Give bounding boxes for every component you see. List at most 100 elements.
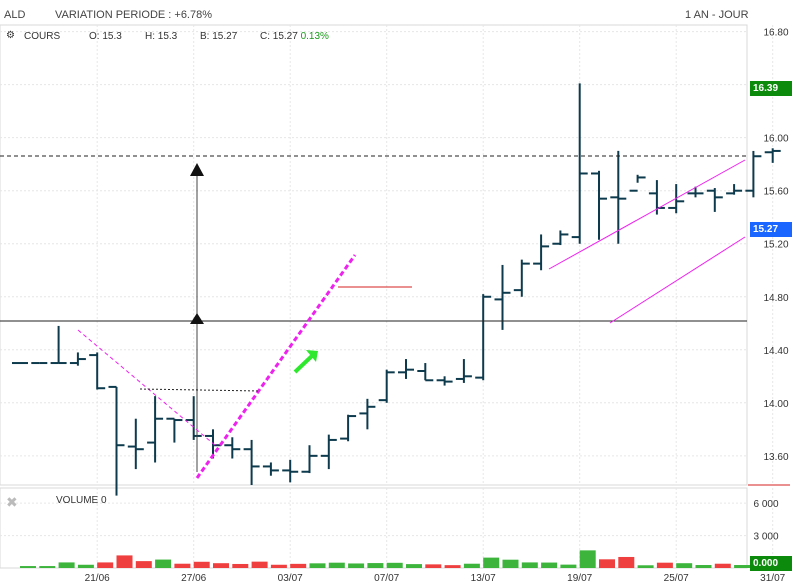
period-selector[interactable]: 1 AN - JOUR (685, 9, 749, 21)
buy-arrow-icon (293, 352, 316, 374)
ohlc-bar (726, 184, 743, 195)
ohlc-bar (455, 359, 472, 383)
low-value-line: B: 15.27 (200, 31, 238, 42)
price-tick-label: 13.60 (763, 452, 788, 463)
volume-bar (135, 561, 152, 568)
price-panel (0, 24, 748, 486)
ohlc-bar (378, 369, 395, 403)
downtrend-line (77, 329, 217, 447)
date-tick-label: 21/06 (85, 573, 110, 583)
volume-bar (599, 559, 615, 568)
high-value-line: H: 15.3 (145, 31, 178, 42)
volume-panel (0, 487, 748, 569)
volume-bar (155, 559, 172, 568)
volume-bar (425, 564, 442, 568)
price-tick-label: 14.80 (763, 293, 788, 304)
uptrend-line (195, 254, 357, 479)
volume-bar (232, 563, 249, 568)
volume-bar (386, 562, 403, 568)
ohlc-bar (359, 398, 376, 430)
ohlc-bar (475, 294, 492, 381)
volume-bar (714, 563, 731, 568)
ohlc-bar (50, 325, 67, 365)
volume-bar (695, 565, 712, 568)
volume-bar (579, 550, 596, 568)
volume-bar (348, 563, 365, 568)
level-tag-16-39: 16.39 (750, 81, 792, 96)
date-tick-label: 19/07 (567, 573, 592, 583)
volume-bar (39, 566, 56, 568)
volume-bar (251, 561, 268, 568)
ohlc-bar (706, 188, 723, 212)
ohlc-bar (147, 396, 164, 463)
gear-icon[interactable]: ⚙ (6, 30, 15, 41)
ohlc-bar (282, 459, 299, 483)
price-tick-label: 16.00 (763, 134, 788, 145)
volume-bar (541, 562, 558, 568)
measure-arrow-up-icon (190, 163, 204, 176)
ohlc-bar (127, 418, 144, 470)
volume-bar (502, 559, 519, 568)
ohlc-bar (108, 385, 125, 496)
ohlc-bar (533, 234, 550, 271)
date-tick-label: 07/07 (374, 573, 399, 583)
date-tick-label: 25/07 (664, 573, 689, 583)
volume-bar (734, 565, 751, 568)
volume-bar (20, 566, 36, 568)
ohlc-bar (262, 462, 279, 476)
volume-bar (560, 564, 577, 568)
date-tick-label: 03/07 (278, 573, 303, 583)
ohlc-bar (224, 437, 241, 459)
ohlc-bar (591, 170, 607, 240)
volume-bar (676, 563, 693, 568)
volume-bar (290, 563, 307, 568)
ohlc-bar (398, 359, 414, 379)
price-tick-label: 15.20 (763, 240, 788, 251)
volume-bar (521, 562, 538, 568)
ohlc-bar (340, 414, 357, 442)
open-value-line: O: 15.3 (89, 31, 122, 42)
ohlc-bar (320, 434, 337, 470)
price-legend-label: COURS (24, 31, 61, 42)
price-tick-label: 14.00 (763, 399, 788, 410)
channel-lower-line (609, 236, 746, 324)
volume-bar (116, 555, 133, 568)
date-tick-label: 13/07 (471, 573, 496, 583)
volume-axis: 3 000 6 000 (753, 499, 778, 542)
volume-bar (328, 562, 345, 568)
volume-bar (618, 556, 635, 568)
neckline (139, 388, 261, 392)
price-tick-label: 14.40 (763, 346, 788, 357)
ohlc-bar (301, 445, 318, 474)
volume-bar (97, 562, 114, 568)
ohlc-bar (436, 376, 453, 386)
price-tick-label: 16.80 (763, 28, 788, 39)
volume-bar (193, 561, 210, 568)
ohlc-bar (89, 352, 106, 390)
volume-bar (637, 565, 654, 568)
volume-tick-label: 6 000 (753, 499, 778, 510)
ohlc-bars (12, 83, 781, 496)
ohlc-bar (745, 150, 762, 198)
close-value-line: C: 15.27 0.13% (260, 31, 329, 42)
volume-bar (367, 563, 384, 568)
ohlc-bar (69, 352, 86, 366)
close-icon[interactable]: ✖ (6, 494, 18, 510)
price-tick-label: 15.60 (763, 187, 788, 198)
volume-bars (20, 550, 789, 568)
ohlc-bar (552, 230, 569, 246)
drawn-annotations (0, 155, 790, 486)
volume-bar (309, 563, 326, 568)
ohlc-bar (166, 417, 183, 443)
date-axis: 21/06 27/06 03/07 07/07 13/07 19/07 25/07 31/07 (85, 573, 786, 583)
volume-legend-label: VOLUME 0 (56, 495, 107, 506)
last-price-tag: 15.27 (750, 222, 792, 237)
volume-bar (406, 564, 422, 568)
date-tick-label: 31/07 (760, 573, 785, 583)
ohlc-bar (571, 83, 588, 244)
volume-bar (656, 562, 673, 568)
ohlc-bar (764, 148, 781, 163)
measure-arrow-mid-icon (190, 313, 204, 324)
channel-upper-line (548, 159, 746, 270)
